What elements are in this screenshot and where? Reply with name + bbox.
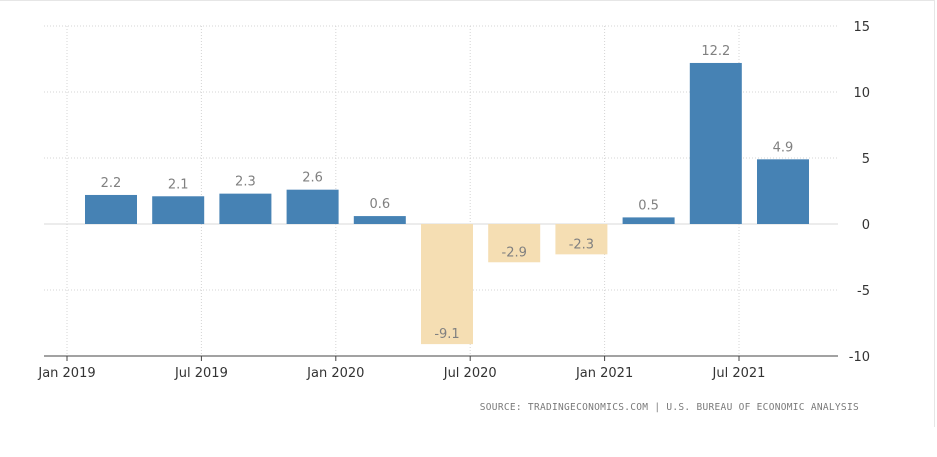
data-label: -2.9 [502,245,527,260]
x-tick-label: Jul 2021 [712,366,766,381]
bar [555,224,608,255]
bar [353,216,406,224]
chart-frame [0,0,935,427]
bar [757,159,809,224]
x-tick-label: Jul 2019 [174,366,228,381]
x-tick-label: Jul 2020 [443,366,497,381]
data-label: 12.2 [701,44,730,59]
data-labels: 2.2 2.1 2.3 2.6 0.6 -9.1 -2.9 -2.3 0.5 12.2 4.9 [101,44,794,342]
data-label: -9.1 [434,327,459,342]
x-tick-label: Jan 2020 [306,366,364,381]
data-label: 2.3 [235,175,256,190]
bar [152,196,205,224]
bar [219,193,272,224]
bar [421,224,473,345]
y-tick-label: 5 [862,152,870,167]
bar [286,189,339,224]
data-label: 2.1 [168,177,189,192]
y-tick-label: 15 [853,20,870,35]
data-label: 2.2 [101,176,122,191]
data-label: 2.6 [302,171,323,186]
bar [689,62,742,225]
data-label: 0.5 [638,198,659,213]
y-tick-label: 10 [853,86,870,101]
data-label: 0.6 [369,197,390,212]
bar [85,194,137,224]
x-tick-label: Jan 2021 [575,366,633,381]
y-tick-label: 0 [862,218,870,233]
y-tick-label: -10 [849,350,870,365]
bars [85,62,809,345]
x-tick-label: Jan 2019 [37,366,95,381]
source-note: SOURCE: TRADINGECONOMICS.COM | U.S. BURE… [479,402,859,413]
bar [622,217,675,224]
y-tick-label: -5 [857,284,870,299]
data-label: -2.3 [569,237,594,252]
bar [488,224,541,263]
y-axis: 15 10 5 0 -5 -10 [849,20,870,365]
data-label: 4.9 [773,140,794,155]
x-axis: Jan 2019 Jul 2019 Jan 2020 Jul 2020 Jan 2021… [37,355,838,381]
